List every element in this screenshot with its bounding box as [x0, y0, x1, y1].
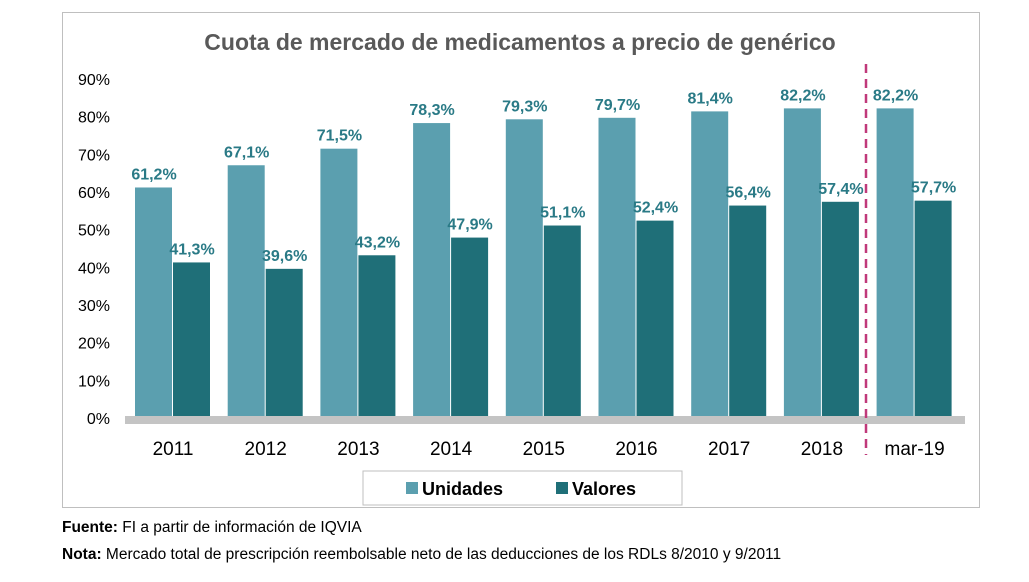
bar-valores — [358, 255, 396, 418]
legend-label-unidades: Unidades — [422, 479, 503, 499]
chart: Cuota de mercado de medicamentos a preci… — [78, 29, 965, 506]
legend-swatch-valores — [556, 482, 568, 494]
bar-unidades — [135, 187, 172, 418]
y-tick-label: 20% — [78, 336, 110, 353]
bar-valores — [265, 268, 303, 418]
data-label-valores: 51,1% — [540, 205, 585, 222]
data-label-valores: 39,6% — [262, 248, 307, 265]
bar-unidades — [320, 148, 358, 418]
y-tick-label: 30% — [78, 298, 110, 315]
chart-frame — [62, 12, 980, 508]
bar-valores — [173, 262, 210, 418]
data-label-valores: 47,9% — [447, 217, 492, 234]
bar-valores — [636, 220, 674, 418]
data-label-unidades: 79,7% — [595, 97, 640, 114]
data-label-unidades: 82,2% — [780, 87, 825, 104]
x-tick-label: 2018 — [801, 439, 843, 460]
bar-unidades — [505, 119, 543, 418]
y-tick-label: 60% — [78, 185, 110, 202]
bar-unidades — [876, 108, 914, 418]
y-tick-label: 80% — [78, 110, 110, 127]
bar-unidades — [227, 165, 265, 418]
source-note: Fuente: FI a partir de información de IQ… — [62, 514, 1002, 541]
bar-valores — [914, 200, 952, 418]
x-tick-label: 2012 — [245, 439, 287, 460]
y-tick-label: 0% — [87, 411, 110, 428]
data-label-unidades: 82,2% — [873, 87, 918, 104]
data-label-valores: 57,7% — [911, 180, 956, 197]
x-tick-label: 2017 — [708, 439, 750, 460]
x-tick-label: 2016 — [615, 439, 657, 460]
legend-label-valores: Valores — [572, 479, 636, 499]
data-label-unidades: 71,5% — [317, 128, 362, 145]
legend: Unidades Valores — [362, 470, 683, 506]
chart-notes: Fuente: FI a partir de información de IQ… — [62, 514, 1002, 568]
y-tick-label: 70% — [78, 147, 110, 164]
data-label-unidades: 67,1% — [224, 144, 269, 161]
source-key: Fuente: — [62, 519, 118, 536]
bar-unidades — [598, 117, 636, 419]
chart-title: Cuota de mercado de medicamentos a preci… — [204, 29, 835, 55]
bar-unidades — [783, 108, 821, 418]
x-tick-label: mar-19 — [885, 439, 945, 460]
bar-valores — [451, 237, 489, 418]
source-text: FI a partir de información de IQVIA — [117, 519, 362, 536]
x-tick-label: 2015 — [523, 439, 565, 460]
y-tick-label: 50% — [78, 223, 110, 240]
data-label-unidades: 79,3% — [502, 98, 547, 115]
bar-unidades — [691, 111, 729, 418]
bar-valores — [543, 225, 581, 418]
bar-unidades — [413, 123, 451, 418]
bar-valores — [821, 201, 859, 418]
note-text: Mercado total de prescripción reembolsab… — [101, 546, 782, 563]
data-label-unidades: 61,2% — [131, 166, 176, 183]
bar-valores — [729, 205, 767, 418]
data-label-valores: 41,3% — [169, 241, 214, 258]
x-tick-label: 2013 — [337, 439, 379, 460]
x-tick-label: 2014 — [430, 439, 473, 460]
x-tick-label: 2011 — [153, 439, 194, 460]
data-label-valores: 57,4% — [818, 181, 863, 198]
legend-swatch-unidades — [406, 482, 418, 494]
data-label-unidades: 78,3% — [409, 102, 454, 119]
data-label-unidades: 81,4% — [688, 90, 733, 107]
y-tick-label: 10% — [78, 373, 110, 390]
y-tick-label: 90% — [78, 72, 110, 89]
data-label-valores: 56,4% — [726, 185, 771, 202]
footnote: Nota: Mercado total de prescripción reem… — [62, 541, 1002, 568]
x-axis-baseline — [125, 416, 965, 424]
note-key: Nota: — [62, 546, 102, 563]
y-tick-label: 40% — [78, 260, 110, 277]
data-label-valores: 52,4% — [633, 200, 678, 217]
data-label-valores: 43,2% — [355, 234, 400, 251]
